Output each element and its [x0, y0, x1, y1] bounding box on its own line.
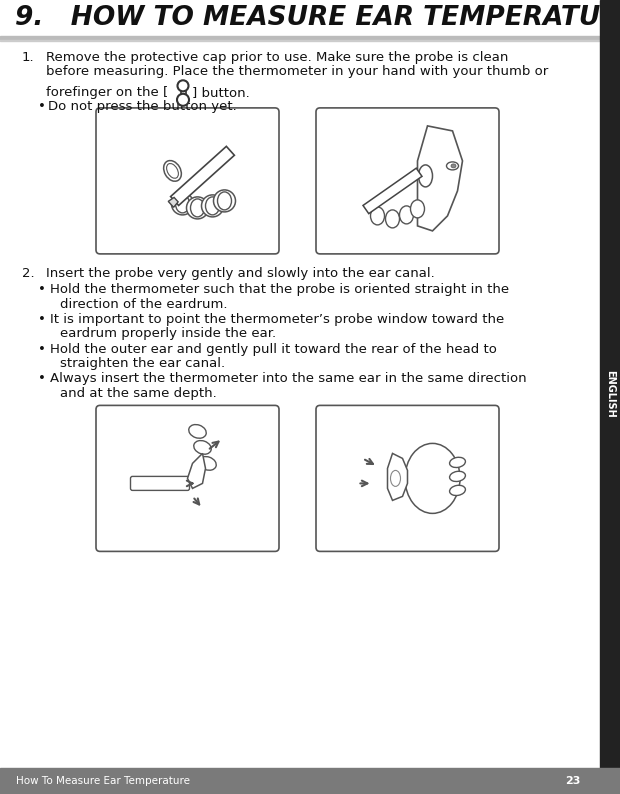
Text: Always insert the thermometer into the same ear in the same direction: Always insert the thermometer into the s… [50, 372, 526, 385]
Ellipse shape [410, 200, 425, 218]
Text: •: • [38, 343, 46, 356]
Ellipse shape [450, 485, 466, 495]
Ellipse shape [450, 472, 466, 481]
Text: 1.: 1. [22, 51, 35, 64]
Text: straighten the ear canal.: straighten the ear canal. [60, 357, 225, 370]
Text: 23: 23 [565, 776, 580, 786]
Text: 9.   HOW TO MEASURE EAR TEMPERATURE: 9. HOW TO MEASURE EAR TEMPERATURE [15, 5, 620, 31]
Polygon shape [417, 126, 463, 231]
Text: Remove the protective cap prior to use. Make sure the probe is clean: Remove the protective cap prior to use. … [46, 51, 508, 64]
Bar [180, 85, 185, 98]
Text: It is important to point the thermometer’s probe window toward the: It is important to point the thermometer… [50, 313, 504, 326]
Bar [0, 768, 620, 794]
Circle shape [177, 80, 188, 91]
Text: direction of the eardrum.: direction of the eardrum. [60, 298, 228, 310]
Text: ] button.: ] button. [192, 86, 250, 98]
FancyBboxPatch shape [316, 406, 499, 551]
Text: eardrum properly inside the ear.: eardrum properly inside the ear. [60, 327, 276, 341]
Ellipse shape [218, 192, 231, 210]
Ellipse shape [175, 195, 190, 213]
Text: Do not press the button yet.: Do not press the button yet. [48, 100, 237, 114]
Polygon shape [388, 453, 407, 500]
Text: Hold the thermometer such that the probe is oriented straight in the: Hold the thermometer such that the probe… [50, 283, 509, 296]
Ellipse shape [399, 206, 414, 224]
Text: ENGLISH: ENGLISH [605, 370, 615, 418]
FancyBboxPatch shape [316, 108, 499, 254]
Circle shape [187, 197, 208, 219]
Polygon shape [187, 453, 205, 488]
Circle shape [177, 94, 189, 106]
FancyBboxPatch shape [96, 406, 279, 551]
Ellipse shape [167, 164, 179, 179]
Polygon shape [168, 198, 178, 207]
Ellipse shape [405, 443, 460, 514]
Circle shape [213, 190, 236, 212]
Bar [0, 36, 600, 39]
Text: forefinger on the [: forefinger on the [ [46, 86, 168, 98]
Ellipse shape [451, 164, 456, 168]
FancyBboxPatch shape [130, 476, 190, 491]
Circle shape [202, 195, 223, 217]
Text: and at the same depth.: and at the same depth. [60, 387, 217, 400]
Ellipse shape [418, 165, 433, 187]
Ellipse shape [199, 457, 216, 470]
Ellipse shape [188, 425, 206, 438]
Text: before measuring. Place the thermometer in your hand with your thumb or: before measuring. Place the thermometer … [46, 65, 548, 79]
Ellipse shape [446, 162, 459, 170]
Text: •: • [38, 283, 46, 296]
Text: Insert the probe very gently and slowly into the ear canal.: Insert the probe very gently and slowly … [46, 268, 435, 280]
Ellipse shape [386, 210, 399, 228]
Text: •: • [38, 313, 46, 326]
Ellipse shape [205, 197, 219, 215]
Text: Hold the outer ear and gently pull it toward the rear of the head to: Hold the outer ear and gently pull it to… [50, 343, 497, 356]
Text: 2.: 2. [22, 268, 35, 280]
Bar [0, 40, 600, 41]
Circle shape [172, 193, 193, 215]
Ellipse shape [371, 207, 384, 225]
Ellipse shape [391, 470, 401, 487]
Text: •: • [38, 100, 46, 114]
Polygon shape [170, 146, 234, 206]
Polygon shape [363, 168, 422, 214]
Text: How To Measure Ear Temperature: How To Measure Ear Temperature [16, 776, 190, 786]
Bar [600, 0, 620, 794]
Ellipse shape [164, 160, 181, 181]
Text: •: • [38, 372, 46, 385]
Ellipse shape [194, 441, 211, 454]
Ellipse shape [190, 199, 205, 217]
FancyBboxPatch shape [96, 108, 279, 254]
Ellipse shape [450, 457, 466, 468]
